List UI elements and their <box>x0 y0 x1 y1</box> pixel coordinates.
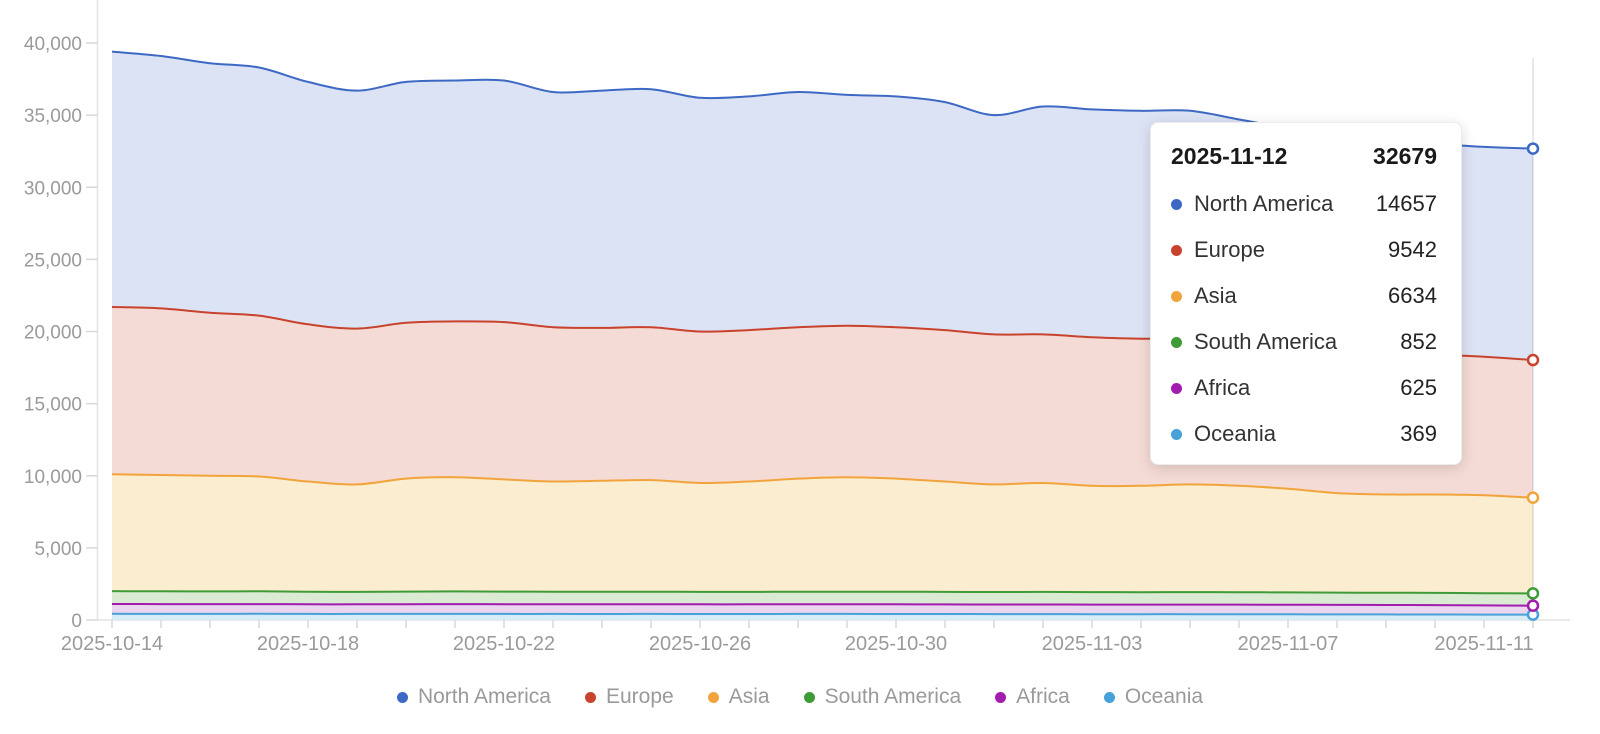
line-south-america <box>111 590 1534 595</box>
legend-label: North America <box>417 685 551 708</box>
line-asia <box>111 473 1534 499</box>
marker-africa <box>1526 599 1540 612</box>
x-axis-label: 2025-11-11 <box>1434 633 1533 655</box>
tooltip-series-label: Africa <box>1194 375 1251 400</box>
area-asia[interactable] <box>112 474 1533 620</box>
tooltip-row: South America 852 <box>1171 319 1437 365</box>
legend-dot-icon <box>584 691 596 703</box>
x-axis-label: 2025-11-03 <box>1042 633 1143 655</box>
legend-item-africa[interactable]: Africa <box>995 685 1070 709</box>
y-axis-label: 10,000 <box>24 467 82 488</box>
tooltip-series-value: 625 <box>1400 375 1437 400</box>
tooltip-series-label: Europe <box>1194 237 1265 262</box>
legend-item-north-america[interactable]: North America <box>396 685 551 709</box>
tooltip-series-label: South America <box>1194 329 1338 354</box>
legend-label: Africa <box>1016 685 1070 708</box>
series-color-dot-icon <box>1171 198 1182 210</box>
tooltip-header: 2025-11-12 32679 <box>1171 141 1437 171</box>
tooltip-series-value: 369 <box>1400 421 1437 446</box>
series-color-dot-icon <box>1171 382 1182 394</box>
tooltip-date: 2025-11-12 <box>1171 143 1288 169</box>
tooltip-series-value: 852 <box>1400 329 1437 354</box>
legend-dot-icon <box>707 691 719 703</box>
area-oceania[interactable] <box>112 613 1533 620</box>
x-axis-label: 2025-10-30 <box>845 633 947 655</box>
tooltip-row: North America 14657 <box>1171 181 1437 227</box>
tooltip-series-label: Oceania <box>1194 421 1276 446</box>
tooltip-series-label: Asia <box>1194 283 1237 308</box>
tooltip-series-value: 6634 <box>1388 283 1437 308</box>
legend-dot-icon <box>396 691 408 703</box>
tooltip-total: 32679 <box>1373 143 1437 169</box>
tooltip-row: Asia 6634 <box>1171 273 1437 319</box>
y-axis-label: 30,000 <box>24 178 82 199</box>
series-color-dot-icon <box>1171 244 1182 256</box>
legend-label: Europe <box>605 685 674 708</box>
legend-item-europe[interactable]: Europe <box>584 685 674 709</box>
tooltip-row: Africa 625 <box>1171 365 1437 411</box>
legend-dot-icon <box>995 691 1007 703</box>
legend-item-south-america[interactable]: South America <box>803 685 962 709</box>
x-axis-label: 2025-10-26 <box>649 633 751 655</box>
x-axis-label: 2025-10-22 <box>453 633 555 655</box>
tooltip-series-value: 14657 <box>1375 191 1437 216</box>
y-axis-label: 40,000 <box>24 34 82 55</box>
y-axis-label: 15,000 <box>24 395 82 416</box>
legend-label: Asia <box>728 685 770 708</box>
marker-europe <box>1526 353 1540 367</box>
marker-north-america <box>1526 142 1540 155</box>
chart-legend: North America Europe Asia South America Afri… <box>0 685 1600 709</box>
series-color-dot-icon <box>1171 290 1182 302</box>
series-color-dot-icon <box>1171 336 1182 348</box>
x-axis-label: 2025-10-18 <box>257 633 359 655</box>
legend-dot-icon <box>803 691 815 703</box>
legend-item-oceania[interactable]: Oceania <box>1103 685 1204 709</box>
series-color-dot-icon <box>1171 428 1182 440</box>
legend-label: South America <box>824 685 962 708</box>
x-axis-label: 2025-10-14 <box>61 633 163 655</box>
tooltip-rows: North America 14657 Europe 9542 Asia 6634 Sout… <box>1171 181 1437 457</box>
tooltip-series-value: 9542 <box>1388 237 1437 262</box>
y-axis-label: 35,000 <box>24 106 82 127</box>
y-axis-label: 5,000 <box>34 539 82 560</box>
marker-south-america <box>1526 587 1540 600</box>
marker-asia <box>1526 491 1540 504</box>
legend-dot-icon <box>1103 691 1115 703</box>
y-axis-label: 25,000 <box>24 250 82 271</box>
tooltip-row: Europe 9542 <box>1171 227 1437 273</box>
tooltip-row: Oceania 369 <box>1171 411 1437 457</box>
line-africa <box>111 602 1534 607</box>
line-oceania <box>111 612 1534 616</box>
chart-tooltip: 2025-11-12 32679 North America 14657 Europ… <box>1150 122 1462 465</box>
legend-item-asia[interactable]: Asia <box>707 685 770 709</box>
y-axis-label: 20,000 <box>24 323 82 344</box>
tooltip-series-label: North America <box>1194 191 1334 216</box>
y-axis-label: 0 <box>71 611 82 632</box>
x-axis-label: 2025-11-07 <box>1238 633 1339 655</box>
legend-label: Oceania <box>1124 685 1204 708</box>
